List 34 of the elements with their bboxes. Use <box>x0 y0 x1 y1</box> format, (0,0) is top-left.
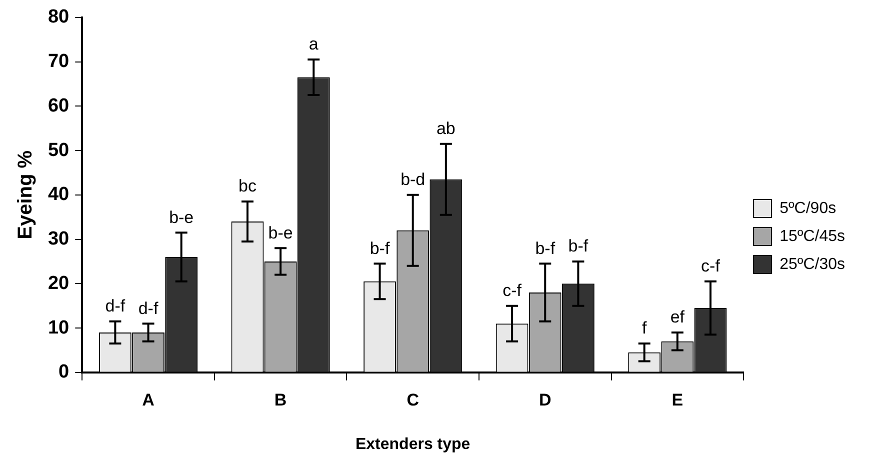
data-label: c-f <box>701 256 720 276</box>
x-tick-label: E <box>672 390 684 410</box>
y-tick-label: 20 <box>48 272 70 294</box>
x-tick-label: C <box>406 390 419 410</box>
x-tick-label: A <box>142 390 154 410</box>
y-tick-label: 30 <box>48 228 70 250</box>
data-label: ef <box>670 308 685 327</box>
data-label: bc <box>238 176 257 196</box>
data-label: d-f <box>105 296 126 316</box>
y-tick-label: 40 <box>48 184 70 206</box>
y-tick-label: 50 <box>48 140 70 161</box>
data-label: b-d <box>400 170 426 190</box>
y-tick-label: 80 <box>48 6 70 28</box>
data-label: c-f <box>502 281 522 300</box>
data-label: d-f <box>138 298 158 318</box>
legend-label: 25ºC/30s <box>780 256 845 273</box>
data-label: b-e <box>169 208 194 227</box>
x-axis-title: Extenders type <box>355 436 470 453</box>
y-axis-title: Eyeing % <box>14 150 37 240</box>
data-label: b-f <box>370 238 390 258</box>
y-tick-label: 70 <box>48 51 70 72</box>
data-label: b-e <box>268 223 293 242</box>
x-tick-label: D <box>538 390 552 410</box>
data-label: b-f <box>535 238 556 258</box>
legend-label: 15ºC/45s <box>780 228 845 245</box>
data-label: ab <box>436 119 456 138</box>
y-tick-label: 60 <box>48 95 70 116</box>
legend-label: 5ºC/90s <box>780 200 836 217</box>
data-label: f <box>642 318 647 338</box>
y-tick-label: 10 <box>48 317 70 338</box>
y-tick-label: 0 <box>58 362 70 383</box>
data-label: a <box>308 34 319 54</box>
x-tick-label: B <box>274 390 287 410</box>
data-label: b-f <box>568 236 588 256</box>
